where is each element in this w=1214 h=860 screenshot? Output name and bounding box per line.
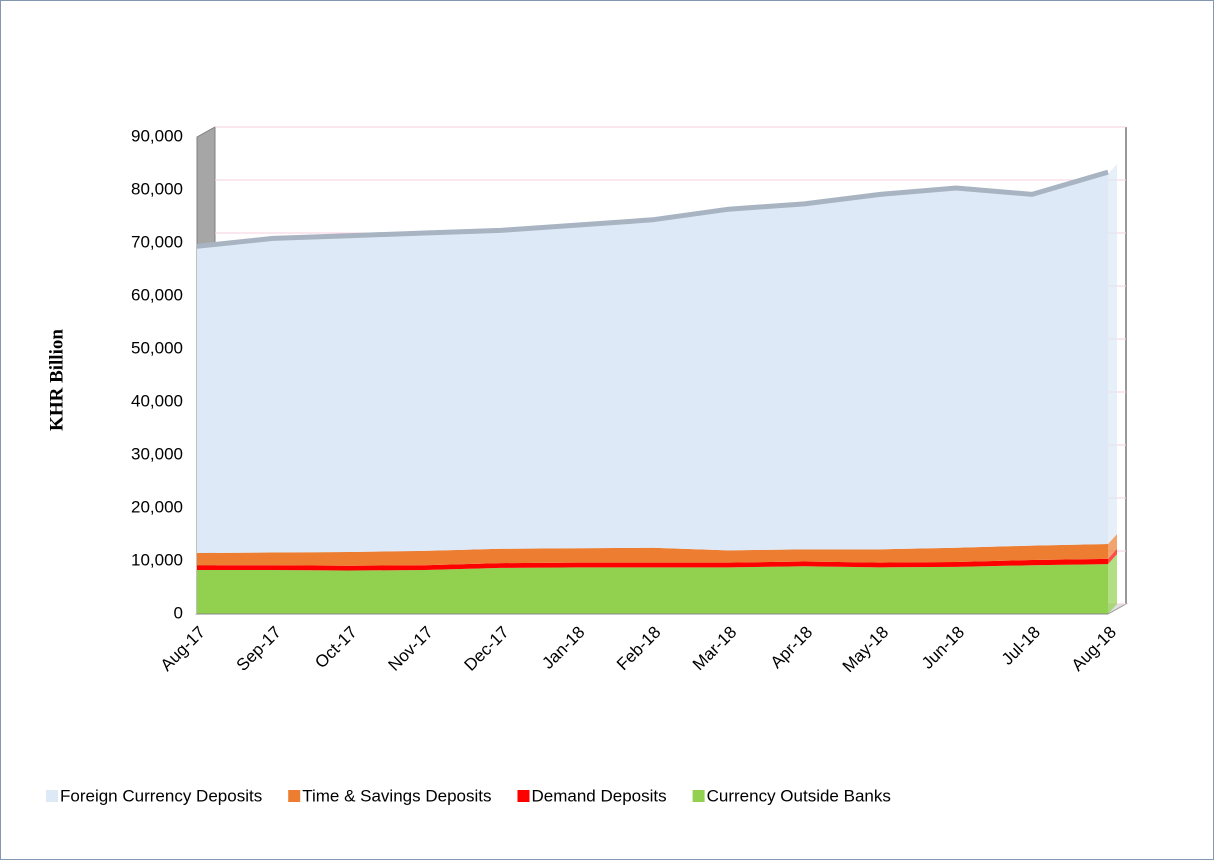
legend-item: Demand Deposits — [517, 786, 667, 805]
x-tick-label: Mar-18 — [689, 623, 741, 675]
x-tick-label: May-18 — [839, 623, 893, 677]
y-tick-label: 60,000 — [131, 285, 183, 304]
y-tick-label: 40,000 — [131, 391, 183, 410]
area — [197, 544, 1108, 566]
legend-item: Currency Outside Banks — [692, 786, 891, 805]
x-tick-label: Oct-17 — [311, 623, 361, 673]
x-tick-label: Aug-18 — [1068, 623, 1120, 675]
legend-swatch — [46, 790, 58, 802]
area-side — [1108, 534, 1117, 559]
y-tick-label: 0 — [174, 603, 183, 622]
x-tick-label: Jan-18 — [538, 623, 588, 673]
area-side — [1108, 164, 1117, 545]
legend-item: Foreign Currency Deposits — [46, 786, 262, 805]
legend-swatch — [288, 790, 301, 802]
legend-label: Foreign Currency Deposits — [60, 786, 262, 805]
x-tick-label: Sep-17 — [233, 623, 285, 675]
x-tick-label: Jul-18 — [998, 623, 1044, 669]
area-top-edge — [196, 169, 1109, 249]
x-tick-label: Aug-17 — [157, 623, 209, 675]
area-side — [1108, 548, 1117, 565]
legend-label: Currency Outside Banks — [707, 786, 891, 805]
x-tick-label: Apr-18 — [767, 623, 817, 673]
x-tick-label: Feb-18 — [613, 623, 665, 675]
legend-label: Demand Deposits — [531, 786, 666, 805]
legend-item: Time & Savings Deposits — [288, 786, 491, 805]
area — [197, 558, 1108, 571]
x-tick-label: Nov-17 — [385, 623, 437, 675]
y-tick-label: 90,000 — [131, 126, 183, 145]
legend-swatch — [692, 790, 705, 802]
area — [197, 174, 1108, 554]
y-tick-label: 30,000 — [131, 444, 183, 463]
x-tick-label: Dec-17 — [460, 623, 512, 675]
x-tick-label: Jun-18 — [918, 623, 968, 673]
legend-label: Time & Savings Deposits — [302, 786, 491, 805]
legend-swatch — [517, 790, 530, 802]
area-side — [1108, 554, 1117, 614]
area — [197, 564, 1108, 614]
y-tick-label: 50,000 — [131, 338, 183, 357]
y-tick-label: 20,000 — [131, 497, 183, 516]
y-tick-label: 10,000 — [131, 550, 183, 569]
y-tick-label: 70,000 — [131, 232, 183, 251]
y-tick-label: 80,000 — [131, 179, 183, 198]
y-axis-title: KHR Billion — [46, 329, 67, 431]
